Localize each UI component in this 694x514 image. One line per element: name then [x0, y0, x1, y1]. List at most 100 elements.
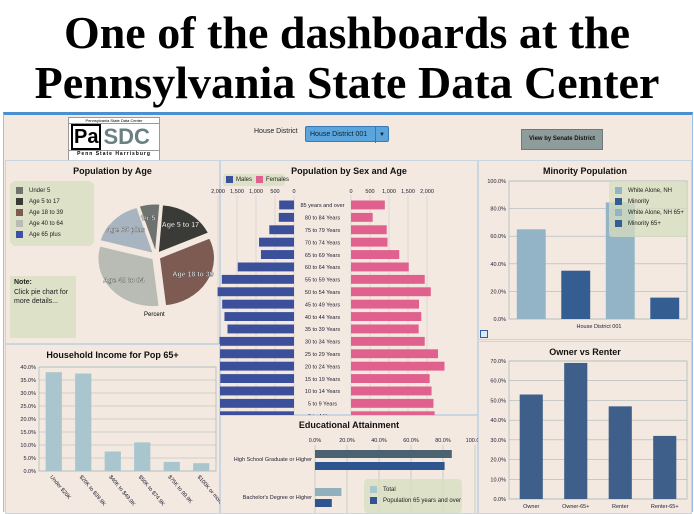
age-group-label: 60 to 64 Years: [305, 265, 340, 271]
y-tick-label: 10.0%: [20, 443, 36, 449]
y-tick-label: 0.0%: [493, 497, 506, 503]
age-group-label: 15 to 19 Years: [305, 377, 340, 383]
male-bar: [279, 200, 294, 210]
y-tick-label: 0.0%: [493, 317, 506, 323]
legend-item: Age 40 to 64: [10, 218, 94, 229]
female-bar: [351, 324, 419, 334]
bar: [193, 463, 210, 471]
legend-swatch: [16, 187, 23, 194]
owner-vs-renter-panel: Owner vs Renter 0.0% 10.0% 20.0% 30.0% 40.0%…: [478, 341, 692, 514]
legend-item: Age 65 plus: [10, 229, 94, 240]
y-tick-label: 15.0%: [20, 430, 36, 436]
legend-item: Total: [364, 484, 462, 495]
y-tick-label: 25.0%: [20, 404, 36, 410]
legend-swatch: [256, 176, 264, 183]
male-bar: [211, 349, 294, 359]
bar: [315, 488, 342, 496]
legend-swatch: [16, 209, 23, 216]
pie-slice-label: Under 5: [129, 216, 155, 223]
pie-note: Note: Click pie chart for more details..…: [10, 276, 76, 338]
female-bar: [351, 250, 400, 259]
population-pyramid-chart: 2,000 1,500 1,000 500 0 0 500 1,000 1,500 2,000 85…: [202, 189, 445, 421]
house-district-label: House District: [254, 128, 298, 135]
pie-slice-label: Age 65 plus: [106, 227, 145, 234]
male-bar: [215, 398, 294, 408]
headline-line-2: Pennsylvania State Data Center: [34, 57, 660, 108]
y-category-label: High School Graduate or Higher: [234, 457, 312, 463]
male-bar: [220, 374, 294, 383]
bar: [650, 297, 680, 319]
legend-swatch: [16, 220, 23, 227]
minority-legend: White Alone, NH Minority White Alone, NH…: [609, 181, 687, 237]
legend-swatch: [16, 231, 23, 238]
legend-label: Under 5: [29, 187, 51, 194]
house-district-dropdown[interactable]: House District 001 ▼: [305, 126, 389, 143]
male-bar: [202, 361, 294, 371]
view-by-senate-district-button[interactable]: View by Senate District: [521, 129, 603, 150]
bar: [653, 435, 677, 499]
note-title: Note:: [14, 279, 32, 286]
educational-attainment-panel: Educational Attainment 0.0% 20.0% 40.0% 60.…: [220, 415, 484, 514]
pie-slice-label: Age 18 to 39: [172, 272, 213, 279]
y-tick-label: 40.0%: [490, 418, 506, 424]
bar: [608, 406, 632, 499]
legend-label: Age 5 to 17: [29, 198, 60, 205]
x-tick-label: 40.0%: [371, 438, 387, 444]
bar: [45, 372, 62, 471]
chart-title: Educational Attainment: [298, 420, 400, 430]
chart-title: Household Income for Pop 65+: [46, 350, 179, 360]
bar: [564, 362, 588, 499]
pie-legend: Under 5 Age 5 to 17 Age 18 to 39 Age 40 …: [10, 181, 94, 246]
chevron-down-icon[interactable]: ▼: [375, 127, 388, 143]
pie-chart[interactable]: Under 5 Age 5 to 17 Age 18 to 39 Age 40 to …: [6, 161, 219, 343]
x-tick-label: 500: [270, 189, 279, 195]
pie-slice: [99, 206, 154, 254]
pie-slice: [157, 204, 210, 254]
male-bar: [269, 225, 294, 235]
x-tick-label: 1,000: [382, 189, 396, 195]
education-legend: Total Population 65 years and over: [364, 479, 462, 513]
educational-attainment-chart: 0.0% 20.0% 40.0% 60.0% 80.0% 100.0% High Schoo…: [234, 438, 484, 513]
legend-label: Population 65 years and over: [383, 497, 462, 504]
x-tick-label: 2,000: [211, 189, 225, 195]
y-tick-label: 20.0%: [490, 289, 506, 295]
legend-item: Minority 65+: [609, 218, 687, 229]
y-category-label: Bachelor's Degree or Higher: [243, 495, 312, 501]
x-tick-label: Owner: [523, 504, 539, 510]
bar: [315, 499, 332, 507]
legend-item: Population 65 years and over: [364, 495, 462, 506]
x-tick-label: 0.0%: [309, 438, 322, 444]
y-tick-label: 30.0%: [20, 391, 36, 397]
dashboard: Pennsylvania State Data Center Pa SDC Pe…: [3, 112, 693, 514]
male-bar: [260, 250, 294, 259]
legend-item: Minority: [609, 196, 687, 207]
y-tick-label: 35.0%: [20, 378, 36, 384]
pie-slice-label: Age 40 to 64: [103, 277, 144, 284]
bar: [516, 229, 546, 319]
x-tick-label: 2,000: [420, 189, 434, 195]
bar: [104, 451, 121, 471]
pie-slice-label: Age 5 to 17: [162, 222, 199, 229]
legend-swatch: [615, 209, 622, 216]
dropdown-value: House District 001: [310, 131, 368, 138]
expand-icon[interactable]: [480, 330, 488, 338]
female-bar: [351, 398, 434, 408]
legend-label: Age 18 to 39: [29, 209, 64, 216]
y-tick-label: 10.0%: [490, 477, 506, 483]
minority-population-panel: Minority Population 0.0% 20.0% 40.0% 60.0% 8…: [478, 160, 692, 340]
legend-item: Males: [223, 174, 252, 185]
pie-slice: [158, 237, 215, 307]
legend-item: White Alone, NH 65+: [609, 207, 687, 218]
bar: [315, 450, 452, 458]
logo-top-text: Pennsylvania State Data Center: [69, 118, 159, 124]
male-bar: [227, 324, 294, 334]
x-tick-label: 60.0%: [403, 438, 419, 444]
x-tick-label: Owner-65+: [562, 504, 589, 510]
male-bar: [219, 336, 294, 346]
headline-line-1: One of the dashboards at the: [63, 7, 631, 58]
y-tick-label: 50.0%: [490, 398, 506, 404]
bar: [561, 270, 591, 319]
y-tick-label: 100.0%: [487, 179, 506, 185]
y-tick-label: 40.0%: [20, 365, 36, 371]
age-group-label: 40 to 44 Years: [305, 315, 340, 321]
